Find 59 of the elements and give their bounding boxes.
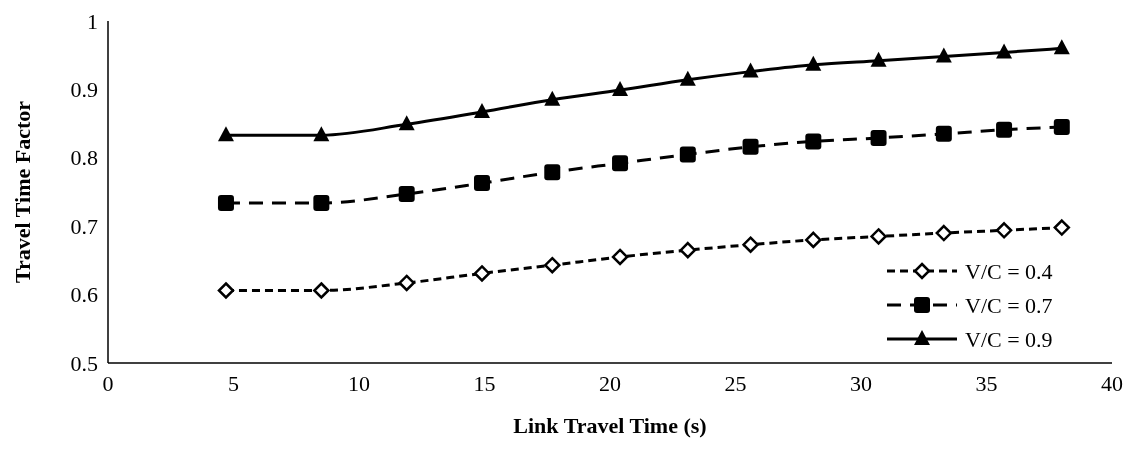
- point: [935, 47, 952, 63]
- x-tick-label: 35: [975, 371, 998, 396]
- point: [473, 102, 490, 118]
- x-tick-label: 25: [724, 371, 747, 396]
- point: [473, 175, 490, 192]
- point: [742, 138, 759, 155]
- point: [805, 55, 822, 71]
- point: [217, 194, 234, 211]
- point: [870, 129, 887, 146]
- point: [313, 282, 330, 299]
- point: [805, 231, 822, 249]
- x-tick-label: 5: [228, 371, 239, 396]
- x-tick-label: 0: [102, 371, 114, 396]
- point: [1053, 219, 1071, 236]
- point: [679, 70, 696, 86]
- point: [313, 126, 330, 142]
- x-tick-label: 30: [850, 371, 872, 396]
- legend-label: V/C = 0.7: [965, 292, 1053, 318]
- point: [996, 43, 1013, 59]
- point: [1053, 119, 1070, 136]
- point: [473, 265, 491, 282]
- y-axis-title: Travel Time Factor: [10, 100, 35, 284]
- point: [217, 282, 235, 299]
- point: [996, 121, 1013, 138]
- y-tick-label: 0.5: [70, 350, 98, 376]
- point: [870, 228, 887, 245]
- point: [313, 194, 330, 211]
- point: [612, 81, 629, 97]
- point: [544, 90, 561, 106]
- point: [935, 125, 952, 142]
- x-axis-title: Link Travel Time (s): [513, 413, 707, 438]
- point: [742, 62, 759, 78]
- point: [1053, 39, 1070, 55]
- point: [398, 115, 415, 131]
- x-tick-label: 15: [473, 371, 496, 396]
- y-tick-label: 1: [87, 8, 98, 34]
- legend-label: V/C = 0.4: [965, 258, 1053, 284]
- point: [870, 51, 887, 67]
- point: [612, 155, 629, 172]
- point: [398, 274, 415, 292]
- x-tick-label: 10: [348, 371, 370, 396]
- y-tick-label: 0.6: [70, 282, 98, 308]
- point: [742, 236, 759, 253]
- point: [935, 224, 953, 242]
- point: [679, 146, 696, 163]
- y-tick-label: 0.8: [70, 145, 98, 171]
- point: [544, 164, 561, 181]
- legend-label: V/C = 0.9: [965, 326, 1053, 352]
- point: [398, 186, 415, 203]
- point: [544, 256, 561, 274]
- point: [611, 248, 629, 266]
- x-tick-label: 20: [599, 371, 621, 396]
- point: [217, 126, 234, 142]
- point: [995, 222, 1013, 239]
- point: [679, 241, 697, 259]
- y-tick-label: 0.7: [70, 213, 98, 239]
- y-tick-label: 0.9: [70, 76, 98, 102]
- point: [805, 133, 822, 150]
- x-tick-label: 40: [1101, 371, 1123, 396]
